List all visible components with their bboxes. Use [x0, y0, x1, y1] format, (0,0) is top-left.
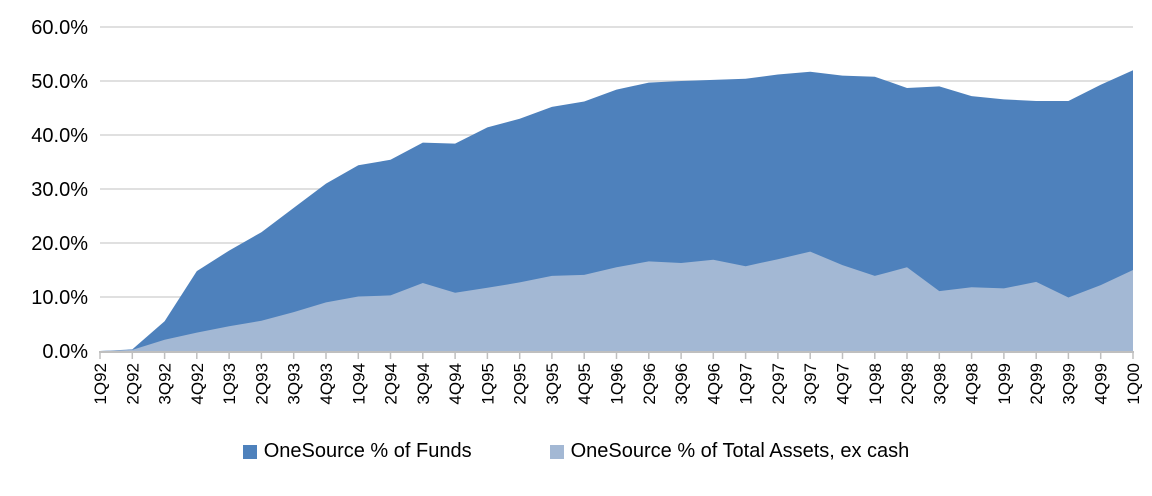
- assets-legend-swatch-icon: [549, 444, 564, 459]
- x-axis-label: 1Q92: [91, 363, 110, 405]
- legend-item-funds: OneSource % of Funds: [242, 440, 472, 463]
- x-axis-label: 1Q99: [995, 363, 1014, 405]
- funds-legend-swatch-icon: [242, 444, 257, 459]
- x-axis-label: 2Q92: [123, 363, 142, 405]
- x-axis-label: 1Q94: [349, 363, 368, 405]
- x-axis-label: 2Q94: [382, 363, 401, 405]
- y-axis-label: 10.0%: [31, 287, 88, 309]
- x-axis-label: 4Q94: [446, 363, 465, 405]
- y-axis-label: 60.0%: [31, 17, 88, 39]
- x-axis-label: 1Q97: [737, 363, 756, 405]
- y-axis-label: 50.0%: [31, 71, 88, 93]
- x-axis-label: 1Q98: [866, 363, 885, 405]
- chart-plot-area: 0.0% 10.0% 20.0% 30.0% 40.0% 50.0% 60.0% 1Q92 2Q…: [31, 17, 1143, 405]
- x-axis-label: 3Q94: [414, 363, 433, 405]
- y-axis-label: 30.0%: [31, 179, 88, 201]
- x-axis-label: 2Q97: [769, 363, 788, 405]
- x-axis-label: 3Q96: [672, 363, 691, 405]
- x-axis-label: 3Q98: [930, 363, 949, 405]
- x-axis-label: 2Q95: [511, 363, 530, 405]
- x-axis-label: 1Q93: [220, 363, 239, 405]
- assets-legend-label: OneSource % of Total Assets, ex cash: [570, 440, 910, 462]
- x-axis-label: 3Q95: [543, 363, 562, 405]
- x-axis-label: 4Q96: [704, 363, 723, 405]
- y-axis-label: 0.0%: [42, 341, 88, 363]
- x-axis-label: 1Q00: [1124, 363, 1143, 405]
- y-axis-label: 40.0%: [31, 125, 88, 147]
- x-axis-label: 3Q92: [156, 363, 175, 405]
- x-axis-label: 4Q95: [575, 363, 594, 405]
- chart-legend: OneSource % of Funds OneSource % of Tota…: [0, 440, 1152, 463]
- x-axis-label: 3Q93: [285, 363, 304, 405]
- x-axis-label: 3Q99: [1059, 363, 1078, 405]
- assets-area-series: [100, 251, 1133, 351]
- x-axis-label: 4Q93: [317, 363, 336, 405]
- x-axis-label: 2Q93: [252, 363, 271, 405]
- x-axis-label: 2Q98: [898, 363, 917, 405]
- x-axis-label: 2Q96: [640, 363, 659, 405]
- x-axis-label: 4Q97: [834, 363, 853, 405]
- legend-item-assets: OneSource % of Total Assets, ex cash: [549, 440, 910, 463]
- x-axis-label: 1Q96: [608, 363, 627, 405]
- x-axis-label: 1Q95: [478, 363, 497, 405]
- x-axis-label: 4Q92: [188, 363, 207, 405]
- funds-legend-label: OneSource % of Funds: [263, 440, 472, 462]
- x-axis-label: 3Q97: [801, 363, 820, 405]
- y-axis-label: 20.0%: [31, 233, 88, 255]
- x-axis-label: 4Q98: [963, 363, 982, 405]
- x-axis-label: 2Q99: [1027, 363, 1046, 405]
- x-axis-label: 4Q99: [1092, 363, 1111, 405]
